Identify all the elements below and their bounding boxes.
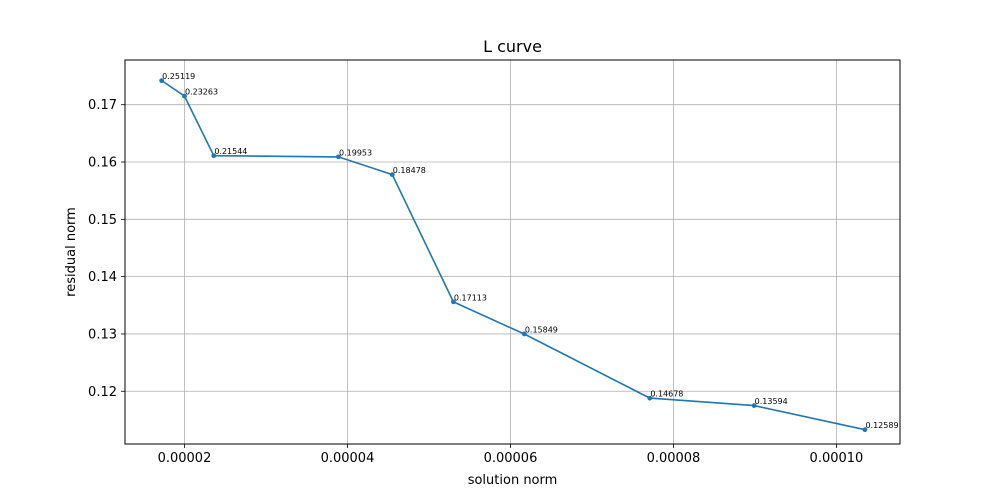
x-axis-label: solution norm bbox=[468, 473, 558, 488]
grid bbox=[125, 60, 900, 444]
y-tick-label: 0.16 bbox=[88, 156, 117, 171]
chart-title: L curve bbox=[483, 37, 542, 56]
data-point-label: 0.12589 bbox=[865, 421, 898, 430]
series-line bbox=[161, 79, 866, 431]
x-tick-label: 0.00004 bbox=[321, 451, 375, 466]
data-point-label: 0.13594 bbox=[755, 397, 788, 406]
data-point bbox=[862, 427, 868, 433]
data-point-label: 0.15849 bbox=[525, 325, 558, 334]
data-point bbox=[451, 299, 456, 305]
data-point-label: 0.23263 bbox=[185, 88, 218, 97]
y-tick-label: 0.15 bbox=[88, 213, 117, 228]
x-tick-label: 0.00002 bbox=[158, 451, 212, 466]
plot-frame bbox=[124, 59, 901, 445]
data-point bbox=[159, 78, 165, 84]
y-tick-label: 0.12 bbox=[88, 385, 117, 400]
y-tick-label: 0.14 bbox=[88, 270, 117, 285]
x-tick-label: 0.00008 bbox=[647, 451, 701, 466]
data-point-label: 0.19953 bbox=[339, 148, 372, 157]
data-point-label: 0.14678 bbox=[650, 390, 683, 399]
data-point bbox=[521, 331, 527, 337]
data-point bbox=[211, 153, 217, 159]
data-point-label: 0.17113 bbox=[454, 293, 487, 302]
data-point bbox=[182, 93, 187, 99]
y-tick-label: 0.13 bbox=[88, 327, 117, 342]
data-point-label: 0.21544 bbox=[214, 147, 247, 156]
y-tick-label: 0.17 bbox=[88, 98, 117, 113]
axis-ticks: 0.00002 0.00004 0.00006 0.00008 0.00010 0.12 0… bbox=[88, 98, 863, 466]
x-tick-label: 0.00006 bbox=[484, 451, 538, 466]
data-point bbox=[389, 172, 395, 178]
data-point-label: 0.25119 bbox=[162, 72, 195, 81]
data-point bbox=[336, 154, 341, 160]
data-point bbox=[751, 403, 757, 408]
y-axis-label: residual norm bbox=[64, 207, 79, 297]
x-tick-label: 0.00010 bbox=[810, 451, 864, 466]
data-point-label: 0.18478 bbox=[393, 166, 426, 175]
data-point bbox=[647, 395, 653, 401]
series-group: 0.25119 0.23263 0.21544 0.19953 0.18478 0.171… bbox=[159, 72, 899, 433]
